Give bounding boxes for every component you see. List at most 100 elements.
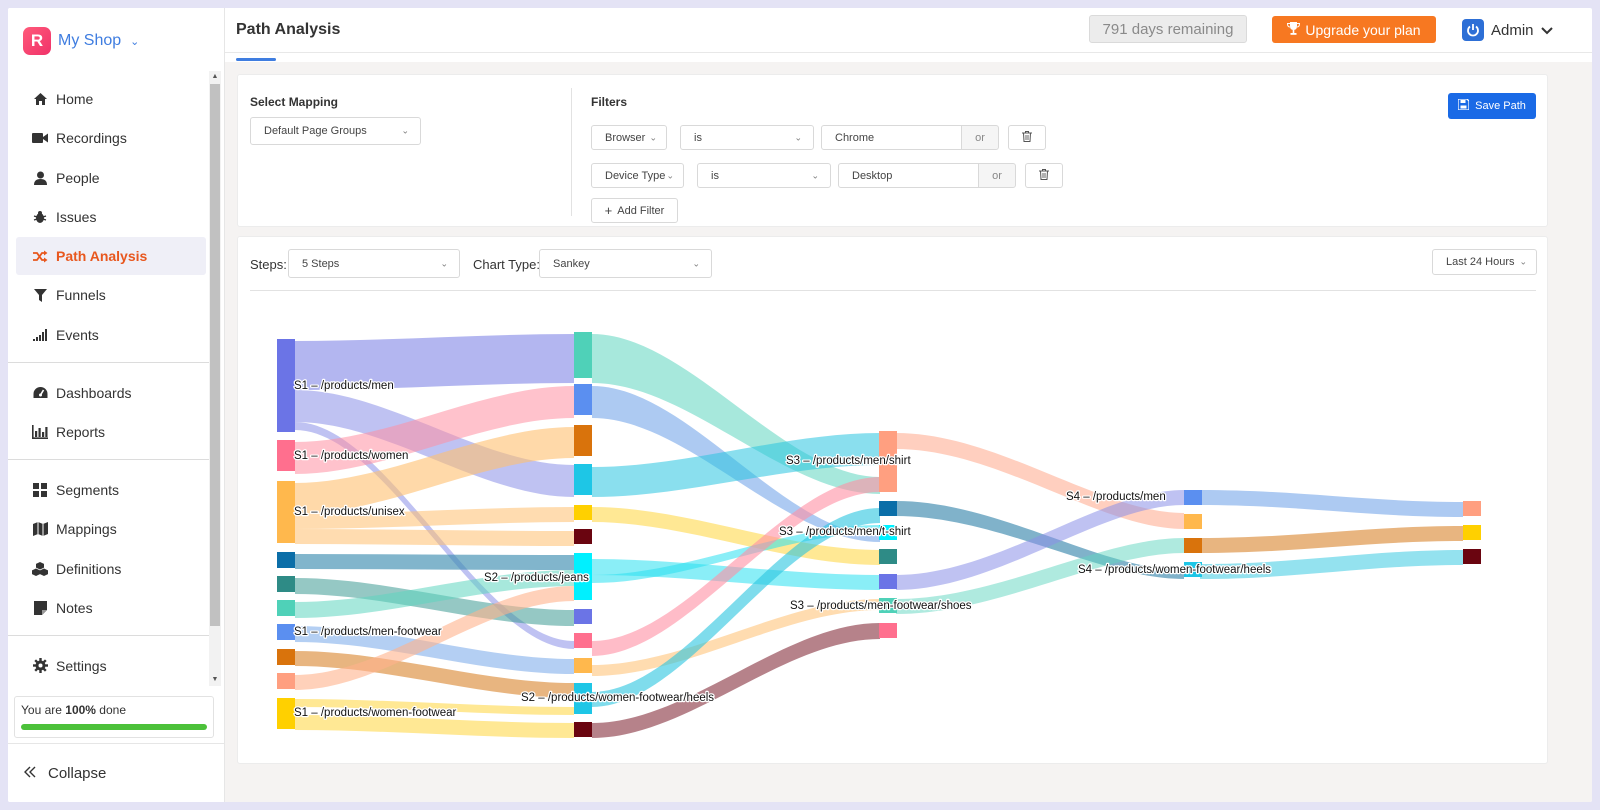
sankey-node[interactable] [879, 431, 897, 492]
sankey-link[interactable] [295, 715, 574, 738]
delete-filter-button[interactable] [1008, 125, 1046, 150]
sankey-link[interactable] [896, 538, 1184, 614]
or-button[interactable]: or [961, 125, 999, 150]
sankey-node[interactable] [574, 683, 592, 714]
sankey-link[interactable] [295, 427, 574, 514]
steps-select[interactable]: 5 Steps ⌄ [288, 249, 460, 278]
sidebar-item-settings[interactable]: Settings [16, 647, 206, 685]
collapse-button[interactable]: Collapse [8, 743, 225, 802]
sankey-link[interactable] [1200, 526, 1463, 553]
scroll-up-icon[interactable]: ▲ [211, 73, 219, 80]
sankey-node[interactable] [574, 332, 592, 378]
filter-value-input[interactable]: Chrome [821, 125, 962, 150]
sankey-node[interactable] [574, 505, 592, 520]
sankey-link[interactable] [1200, 550, 1463, 579]
sankey-link[interactable] [295, 570, 574, 618]
sankey-link[interactable] [592, 433, 880, 497]
sankey-node[interactable] [574, 553, 592, 600]
sankey-node[interactable] [1184, 538, 1202, 553]
sankey-node[interactable] [1184, 490, 1202, 505]
filter-field-select[interactable]: Browser ⌄ [591, 125, 667, 150]
sidebar-item-segments[interactable]: Segments [16, 471, 206, 509]
sankey-link[interactable] [295, 386, 574, 474]
sankey-link[interactable] [592, 477, 880, 656]
sankey-node[interactable] [1463, 549, 1481, 564]
sankey-link[interactable] [295, 554, 574, 570]
sidebar-item-definitions[interactable]: Definitions [16, 550, 206, 588]
upgrade-button[interactable]: Upgrade your plan [1272, 16, 1436, 43]
sankey-node[interactable] [277, 624, 295, 640]
sankey-link[interactable] [592, 599, 880, 676]
sidebar-item-recordings[interactable]: Recordings [16, 119, 206, 157]
sankey-node[interactable] [277, 649, 295, 665]
sankey-node[interactable] [574, 722, 592, 737]
scroll-down-icon[interactable]: ▼ [211, 676, 219, 683]
user-menu[interactable]: Admin [1462, 18, 1553, 42]
sankey-link[interactable] [592, 623, 880, 738]
sankey-link[interactable] [295, 586, 574, 690]
sankey-node[interactable] [277, 576, 295, 592]
delete-filter-button[interactable] [1025, 163, 1063, 188]
sankey-node[interactable] [277, 481, 295, 543]
sankey-node[interactable] [879, 525, 897, 540]
sankey-link[interactable] [896, 490, 1184, 590]
sankey-link[interactable] [295, 334, 574, 390]
sidebar-item-mappings[interactable]: Mappings [16, 510, 206, 548]
save-path-button[interactable]: Save Path [1448, 93, 1536, 119]
chevron-down-icon: ⌄ [692, 258, 700, 268]
sankey-node[interactable] [1463, 501, 1481, 516]
sankey-node[interactable] [574, 425, 592, 456]
sankey-node[interactable] [879, 549, 897, 564]
sidebar-item-issues[interactable]: Issues [16, 198, 206, 236]
sidebar-item-events[interactable]: Events [16, 316, 206, 354]
add-filter-button[interactable]: + Add Filter [591, 198, 678, 223]
sankey-node[interactable] [277, 552, 295, 568]
sankey-node[interactable] [277, 339, 295, 432]
sankey-node[interactable] [277, 600, 295, 616]
sankey-link[interactable] [896, 433, 1184, 529]
sidebar-item-path-analysis[interactable]: Path Analysis [16, 237, 206, 276]
sankey-link[interactable] [592, 559, 880, 590]
sankey-node[interactable] [1184, 562, 1202, 577]
sidebar-item-reports[interactable]: Reports [16, 413, 206, 451]
chevron-down-icon: ⌄ [649, 132, 657, 142]
sidebar-item-people[interactable]: People [16, 159, 206, 197]
chart-type-select[interactable]: Sankey ⌄ [539, 249, 712, 278]
sidebar-item-home[interactable]: Home [16, 80, 206, 118]
mapping-select[interactable]: Default Page Groups ⌄ [250, 117, 421, 145]
sankey-node[interactable] [574, 658, 592, 673]
filter-field-select[interactable]: Device Type ⌄ [591, 163, 684, 188]
sankey-node[interactable] [277, 698, 295, 729]
sankey-node[interactable] [879, 598, 897, 613]
filter-operator-select[interactable]: is ⌄ [680, 125, 814, 150]
sankey-link[interactable] [295, 507, 574, 529]
sankey-node[interactable] [574, 633, 592, 648]
sankey-link[interactable] [592, 508, 880, 707]
filter-operator-select[interactable]: is ⌄ [697, 163, 831, 188]
sankey-node[interactable] [574, 384, 592, 415]
sankey-node[interactable] [879, 501, 897, 516]
sankey-node[interactable] [574, 529, 592, 544]
sankey-node[interactable] [879, 574, 897, 589]
sankey-link[interactable] [295, 699, 574, 715]
or-button[interactable]: or [978, 163, 1016, 188]
sidebar-item-funnels[interactable]: Funnels [16, 276, 206, 314]
shop-switcher[interactable]: R My Shop ⌄ [23, 27, 139, 55]
sankey-node[interactable] [879, 623, 897, 638]
sankey-link[interactable] [295, 529, 574, 546]
sidebar-scroll-thumb[interactable] [210, 84, 220, 626]
date-range-select[interactable]: Last 24 Hours ⌄ [1432, 249, 1537, 275]
sankey-link[interactable] [592, 334, 880, 494]
sidebar-item-notes[interactable]: Notes [16, 589, 206, 627]
filter-operator-value: is [711, 169, 719, 182]
sankey-link[interactable] [1200, 490, 1463, 517]
sankey-node[interactable] [1463, 525, 1481, 540]
sidebar-item-dashboards[interactable]: Dashboards [16, 374, 206, 412]
sankey-link[interactable] [295, 626, 574, 674]
sankey-node[interactable] [574, 464, 592, 495]
sankey-node[interactable] [1184, 514, 1202, 529]
sankey-node[interactable] [277, 440, 295, 471]
sankey-node[interactable] [277, 673, 295, 689]
sankey-node[interactable] [574, 609, 592, 624]
filter-value-input[interactable]: Desktop [838, 163, 979, 188]
